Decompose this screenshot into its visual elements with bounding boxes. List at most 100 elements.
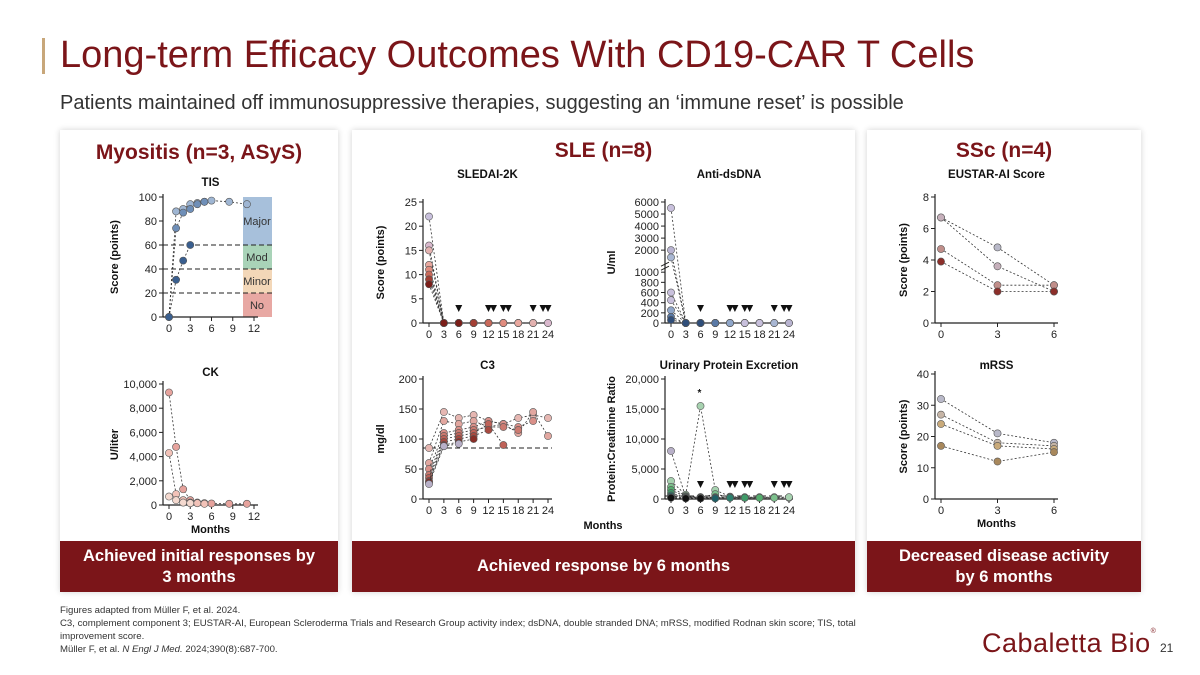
c3-point-3-5 — [499, 423, 508, 431]
ck-point-0-7 — [225, 499, 234, 508]
tis-xtick-label-1: 3 — [187, 323, 193, 335]
tis-point-0-1 — [172, 207, 180, 216]
ck-point-1-0 — [165, 449, 173, 457]
logo-registered-mark: ® — [1150, 628, 1157, 635]
sle-footer-text: Achieved response by 6 months — [476, 557, 731, 576]
footnote-line-2: C3, complement component 3; EUSTAR-AI, E… — [60, 618, 856, 642]
antidsdna-axis-break-1 — [660, 265, 670, 271]
c3-point-1-8 — [544, 432, 552, 440]
ck-point-2-1 — [172, 496, 180, 505]
tis-ytick-label-5: 100 — [139, 192, 157, 204]
antidsdna-ytick-label-1: 200 — [641, 308, 659, 320]
antidsdna-point-7-2 — [696, 319, 705, 327]
c3-xtick-label-2: 6 — [456, 505, 462, 517]
urinary-series-line-7 — [670, 497, 701, 499]
c3-ytick-label-4: 200 — [399, 374, 417, 386]
ck-series-line-0 — [168, 392, 247, 505]
tis-band-minor — [243, 269, 272, 293]
sledai-chart-title: SLEDAI-2K — [457, 169, 518, 181]
antidsdna-arrow-marker-6 — [780, 305, 788, 312]
tis-y-axis-label: Score (points) — [109, 220, 121, 294]
antidsdna-point-2-0 — [667, 253, 675, 262]
tis-xtick-label-2: 6 — [208, 323, 214, 335]
tis-point-1-5 — [200, 197, 209, 206]
urinary-ytick-label-1: 5,000 — [631, 464, 659, 476]
sledai-arrow-marker-0 — [455, 305, 463, 312]
footnote-citation-prefix: Müller F, et al. — [60, 644, 123, 655]
c3-xtick-label-4: 12 — [482, 505, 494, 517]
antidsdna-point-4-0 — [667, 296, 675, 305]
ck-xtick-label-2: 6 — [208, 511, 214, 523]
mrss-x-axis-label: Months — [977, 518, 1016, 530]
logo-text: Cabaletta Bio — [982, 628, 1151, 658]
c3-point-7-2 — [454, 439, 463, 448]
ck-ytick-label-0: 0 — [151, 500, 157, 512]
c3-xtick-label-3: 9 — [471, 505, 477, 517]
eustar-ytick-label-4: 8 — [923, 192, 929, 204]
mrss-xtick-label-2: 6 — [1051, 505, 1057, 517]
antidsdna-point-1-0 — [667, 246, 675, 255]
c3-point-5-4 — [484, 426, 493, 434]
c3-xtick-label-6: 18 — [512, 505, 524, 517]
antidsdna-axis-break-2 — [660, 261, 670, 267]
sledai-xtick-label-3: 9 — [471, 329, 477, 341]
tis-chart-title: TIS — [202, 177, 220, 189]
c3-xtick-label-5: 15 — [497, 505, 509, 517]
urinary-arrow-marker-0 — [697, 481, 704, 488]
sledai-series-line-2 — [428, 250, 534, 324]
ck-xtick-label-0: 0 — [166, 511, 172, 523]
antidsdna-ytick-label-8: 4000 — [635, 221, 659, 233]
sledai-xtick-label-4: 12 — [482, 329, 494, 341]
ck-point-0-6 — [207, 499, 216, 508]
sledai-xtick-label-2: 6 — [456, 329, 462, 341]
urinary-point-7-0 — [667, 493, 675, 502]
urinary-point-0-0 — [667, 447, 675, 455]
antidsdna-ytick-label-7: 3000 — [635, 233, 659, 245]
sle-heading: SLE (n=8) — [554, 139, 653, 162]
urinary-xtick-label-8: 24 — [783, 505, 795, 517]
mrss-point-3-1 — [993, 457, 1002, 466]
urinary-xtick-label-2: 6 — [697, 505, 703, 517]
antidsdna-point-5-0 — [667, 306, 675, 315]
antidsdna-point-1-8 — [785, 319, 793, 327]
sledai-point-4-5 — [499, 319, 508, 327]
antidsdna-ytick-label-5: 1000 — [635, 267, 659, 279]
sledai-ytick-label-5: 25 — [405, 197, 417, 209]
eustar-point-3-1 — [993, 287, 1002, 296]
urinary-arrow-marker-6 — [780, 481, 788, 488]
c3-series-line-6 — [428, 438, 474, 483]
mrss-point-1-0 — [937, 410, 945, 419]
sledai-point-7-0 — [425, 280, 433, 289]
urinary-arrow-marker-4 — [746, 481, 754, 488]
ssc-heading: SSc (n=4) — [955, 139, 1053, 162]
tis-ytick-label-3: 60 — [145, 240, 157, 252]
urinary-point-6-3 — [711, 494, 720, 503]
sledai-point-7-2 — [454, 319, 463, 327]
urinary-xtick-label-1: 3 — [683, 505, 689, 517]
antidsdna-point-2-7 — [770, 319, 779, 327]
ck-point-1-4 — [193, 499, 202, 508]
myositis-heading: Myositis (n=3, ASyS) — [95, 141, 303, 164]
antidsdna-xtick-label-4: 12 — [724, 329, 736, 341]
sledai-point-5-4 — [484, 319, 493, 327]
mrss-series-line-0 — [940, 398, 1055, 444]
c3-xtick-label-1: 3 — [441, 505, 447, 517]
c3-point-2-7 — [529, 417, 538, 425]
sle-footer: Achieved response by 6 months — [352, 541, 855, 592]
antidsdna-ytick-label-6: 2000 — [635, 245, 659, 257]
antidsdna-point-5-4 — [726, 319, 734, 327]
mrss-series-line-1 — [940, 414, 1055, 447]
sledai-point-0-0 — [425, 212, 433, 221]
antidsdna-series-line-2 — [670, 257, 775, 324]
antidsdna-xtick-label-5: 15 — [739, 329, 751, 341]
c3-xtick-label-7: 21 — [527, 505, 539, 517]
ck-xtick-label-4: 12 — [248, 511, 260, 523]
ck-point-2-2 — [179, 498, 188, 507]
urinary-point-4-5 — [740, 493, 749, 502]
antidsdna-point-3-6 — [755, 319, 764, 327]
footnote-line-1: Figures adapted from Müller F, et al. 20… — [60, 605, 241, 616]
sledai-arrow-marker-2 — [489, 305, 497, 312]
c3-point-7-1 — [439, 442, 448, 451]
mrss-y-axis-label: Score (points) — [898, 399, 910, 473]
